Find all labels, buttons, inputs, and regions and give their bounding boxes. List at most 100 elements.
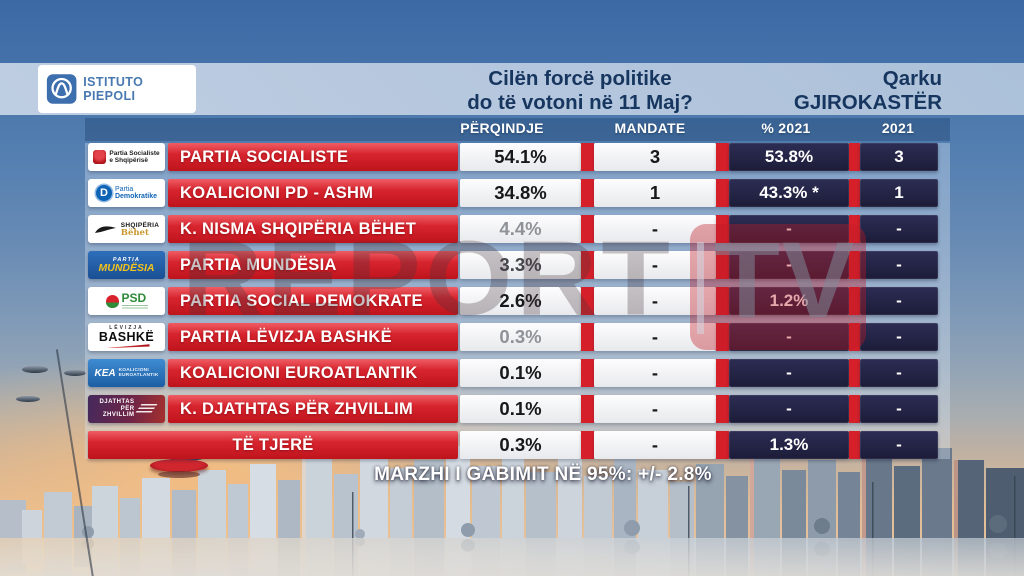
region-label: Qarku (882, 67, 942, 90)
logo-psd: PSD (88, 287, 165, 315)
pct-2021-cell: 1.2% (729, 287, 849, 315)
table-row: D Partia Demokratike KOALICIONI PD - ASHM… (0, 179, 1024, 207)
mandate-cell: - (594, 395, 716, 423)
floating-lamp-disc (16, 396, 40, 402)
red-divider (849, 179, 860, 207)
kea-logo-icon: KEA (94, 367, 116, 379)
roundabout-red-disc (150, 459, 208, 472)
pct-2021-cell: - (729, 251, 849, 279)
logo-partia-demokratike: D Partia Demokratike (88, 179, 165, 207)
pct-cell: 54.1% (460, 143, 581, 171)
red-divider (716, 323, 729, 351)
mandate-cell: - (594, 215, 716, 243)
speed-lines-icon (134, 404, 158, 414)
institute-name: ISTITUTO PIEPOLI (83, 75, 144, 103)
table-row: SHQIPËRIA Bëhet K. NISMA SHQIPËRIA BËHET … (0, 215, 1024, 243)
pct-cell: 4.4% (460, 215, 581, 243)
city-skyline (0, 446, 1024, 576)
pct-2021-cell: - (729, 215, 849, 243)
poll-question-line1: Cilën forcë politike (488, 67, 672, 90)
table-row: DJATHTAS PËR ZHVILLIM K. DJATHTAS PËR ZH… (0, 395, 1024, 423)
logo-levizja-bashke: LËVIZJA BASHKË (88, 323, 165, 351)
mandate-2021-cell: 1 (860, 179, 938, 207)
logo-nisma-shqiperia-behet: SHQIPËRIA Bëhet (88, 215, 165, 243)
mandate-cell: - (594, 323, 716, 351)
mandate-cell: 1 (594, 179, 716, 207)
mandate-2021-cell: - (860, 395, 938, 423)
piepoli-logo-box: ISTITUTO PIEPOLI (38, 65, 196, 113)
pct-2021-cell: - (729, 395, 849, 423)
psd-rose-icon (105, 294, 119, 308)
red-divider (849, 395, 860, 423)
roundabout-base (158, 471, 200, 478)
party-name: PARTIA MUNDËSIA (168, 251, 458, 279)
logo-djathtas-per-zhvillim: DJATHTAS PËR ZHVILLIM (88, 395, 165, 423)
mandate-2021-cell: - (860, 323, 938, 351)
mandate-cell: - (594, 287, 716, 315)
party-name: PARTIA SOCIALISTE (168, 143, 458, 171)
floating-lamp-disc (22, 366, 48, 373)
red-divider (716, 251, 729, 279)
col-header-2021: 2021 (881, 120, 915, 136)
red-divider (581, 359, 594, 387)
table-row: PARTIA MUNDËSIA PARTIA MUNDËSIA 3.3% - -… (0, 251, 1024, 279)
party-name: K. NISMA SHQIPËRIA BËHET (168, 215, 458, 243)
nisma-bird-icon (94, 226, 116, 233)
party-name: K. DJATHTAS PËR ZHVILLIM (168, 395, 458, 423)
column-header-band (85, 118, 950, 141)
party-name: KOALICIONI PD - ASHM (168, 179, 458, 207)
pct-cell: 2.6% (460, 287, 581, 315)
piepoli-logo-icon (46, 74, 77, 104)
col-header-mandates: MANDATE (614, 120, 686, 136)
red-divider (849, 431, 860, 459)
red-divider (849, 251, 860, 279)
pct-cell: 0.3% (460, 323, 581, 351)
pct-cell: 3.3% (460, 251, 581, 279)
mandate-2021-cell: - (860, 251, 938, 279)
logo-partia-mundesia: PARTIA MUNDËSIA (88, 251, 165, 279)
red-divider (716, 359, 729, 387)
mandate-cell: - (594, 431, 716, 459)
table-row: PSD PARTIA SOCIAL DEMOKRATE 2.6% - 1.2% … (0, 287, 1024, 315)
pct-cell: 0.1% (460, 359, 581, 387)
pct-cell: 0.1% (460, 395, 581, 423)
mandate-cell: - (594, 251, 716, 279)
table-row: KEA KOALICIONI EUROATLANTIK KOALICIONI EU… (0, 359, 1024, 387)
red-divider (716, 431, 729, 459)
table-row: Partia Socialiste e Shqipërisë PARTIA SOC… (0, 143, 1024, 171)
poll-question: Cilën forcë politike do të votoni në 11 … (390, 67, 770, 115)
pct-2021-cell: - (729, 323, 849, 351)
mandate-2021-cell: - (860, 287, 938, 315)
red-divider (716, 179, 729, 207)
party-name: TË TJERË (88, 431, 458, 459)
red-divider (849, 143, 860, 171)
red-divider (716, 287, 729, 315)
red-divider (716, 395, 729, 423)
mandate-cell: 3 (594, 143, 716, 171)
table-row: LËVIZJA BASHKË PARTIA LËVIZJA BASHKË 0.3… (0, 323, 1024, 351)
red-divider (716, 215, 729, 243)
table-row-others: TË TJERË 0.3% - 1.3% - (0, 431, 1024, 459)
party-name: PARTIA SOCIAL DEMOKRATE (168, 287, 458, 315)
mandate-2021-cell: - (860, 215, 938, 243)
red-divider (581, 179, 594, 207)
red-divider (581, 251, 594, 279)
pct-cell: 34.8% (460, 179, 581, 207)
red-divider (581, 215, 594, 243)
red-divider (849, 215, 860, 243)
red-divider (581, 431, 594, 459)
red-divider (581, 395, 594, 423)
red-divider (581, 143, 594, 171)
red-divider (849, 323, 860, 351)
bashke-swoosh-icon (103, 344, 150, 349)
red-divider (581, 287, 594, 315)
region-title: Qarku GJIROKASTËR (682, 67, 942, 115)
margin-of-error-note: MARZHI I GABIMIT NË 95%: +/- 2.8% (374, 464, 712, 485)
logo-partia-socialiste: Partia Socialiste e Shqipërisë (88, 143, 165, 171)
party-name: PARTIA LËVIZJA BASHKË (168, 323, 458, 351)
pct-cell: 0.3% (460, 431, 581, 459)
party-name: KOALICIONI EUROATLANTIK (168, 359, 458, 387)
red-divider (581, 323, 594, 351)
pct-2021-cell: 43.3% * (729, 179, 849, 207)
